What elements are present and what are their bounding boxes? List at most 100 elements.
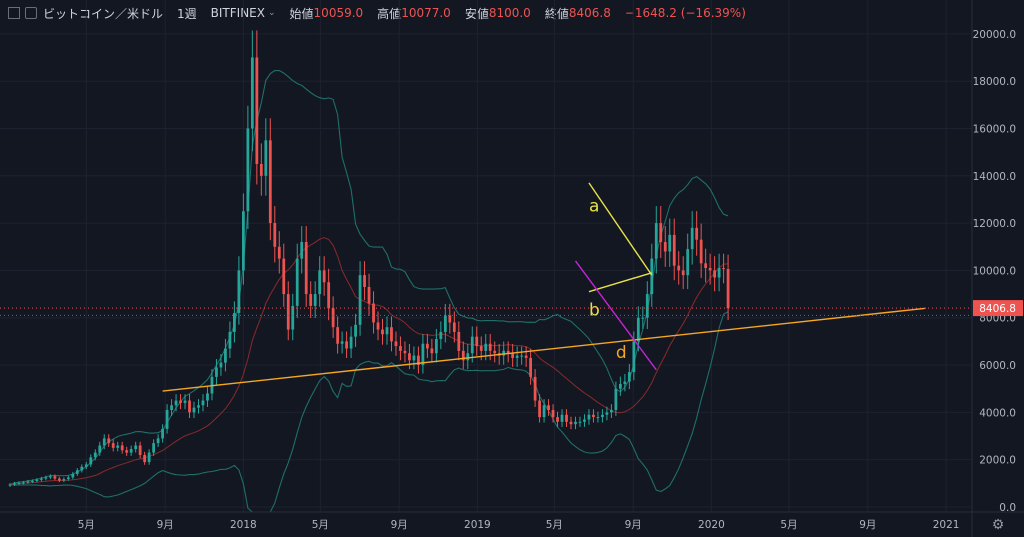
candle-body xyxy=(89,457,93,465)
candle-body xyxy=(403,350,407,354)
candle-body xyxy=(13,483,16,485)
candle-body xyxy=(493,350,497,354)
layout-icon[interactable] xyxy=(25,7,37,19)
hide-icon[interactable] xyxy=(8,7,20,19)
interval[interactable]: 1週 xyxy=(177,6,197,21)
candle-body xyxy=(224,348,227,363)
candle-body xyxy=(358,275,362,325)
candle-body xyxy=(690,227,694,250)
candle-body xyxy=(165,410,169,429)
time-tick-label: 2018 xyxy=(230,519,257,531)
candle-body xyxy=(138,445,142,455)
low-label: 安値 xyxy=(464,6,489,21)
candle-body xyxy=(26,481,30,483)
candle-body xyxy=(627,372,631,382)
candle-body xyxy=(408,353,411,361)
candle-body xyxy=(264,140,268,176)
candle-body xyxy=(300,242,304,259)
change-value: −1648.2 (−16.39%) xyxy=(624,6,746,20)
candle-body xyxy=(345,341,348,349)
candle-body xyxy=(677,265,681,271)
candle-body xyxy=(336,327,340,344)
price-axis[interactable]: 0.02000.04000.06000.08000.010000.012000.… xyxy=(971,0,1023,537)
candle-body xyxy=(206,393,209,401)
candle-body xyxy=(596,417,600,419)
candle-body xyxy=(233,313,236,332)
candle-body xyxy=(309,294,313,306)
candle-body xyxy=(174,400,178,406)
candle-body xyxy=(484,343,488,351)
candle-body xyxy=(259,163,263,176)
candle-body xyxy=(40,478,43,480)
trendline-a xyxy=(588,182,653,276)
candle-body xyxy=(53,476,57,479)
candle-body xyxy=(681,270,685,276)
chart-header: ビットコイン／米ドル 1週 BITFINEX ⌄ 始値 10059.0 高値 100… xyxy=(0,0,960,26)
high-label: 高値 xyxy=(377,6,402,21)
candle-body xyxy=(322,270,326,283)
trendline-purple xyxy=(574,260,657,371)
candle-body xyxy=(551,410,555,418)
candle-body xyxy=(668,234,672,252)
candle-body xyxy=(268,140,272,224)
candle-body xyxy=(672,234,676,266)
time-tick-label: 9月 xyxy=(391,519,408,531)
candle-body xyxy=(417,355,420,366)
candle-body xyxy=(565,414,568,422)
candle-body xyxy=(592,414,595,418)
candle-body xyxy=(116,445,120,448)
candle-body xyxy=(192,407,196,413)
candle-body xyxy=(399,346,402,351)
candle-body xyxy=(425,343,429,349)
candle-body xyxy=(286,294,290,330)
candle-body xyxy=(722,268,725,270)
grid xyxy=(0,0,972,512)
candle-body xyxy=(134,445,138,450)
candle-body xyxy=(291,305,295,330)
candle-body xyxy=(197,405,200,408)
annotation-b: b xyxy=(589,300,600,320)
candle-body xyxy=(686,249,690,276)
candle-body xyxy=(22,482,25,484)
candle-body xyxy=(717,268,721,278)
candle-body xyxy=(219,362,223,368)
candle-body xyxy=(470,336,474,354)
gear-icon[interactable]: ⚙ xyxy=(992,517,1005,533)
candle-body xyxy=(726,269,730,309)
high-value: 10077.0 xyxy=(401,6,451,20)
candle-body xyxy=(44,477,48,479)
exchange[interactable]: BITFINEX xyxy=(210,6,265,20)
symbol-name[interactable]: ビットコイン／米ドル xyxy=(43,6,164,21)
candle-body xyxy=(107,438,111,444)
candle-body xyxy=(538,400,541,418)
candle-body xyxy=(529,357,533,377)
candle-body xyxy=(273,223,277,247)
candle-body xyxy=(188,400,191,413)
candles xyxy=(8,30,730,487)
candle-body xyxy=(80,466,84,471)
open-label: 始値 xyxy=(289,6,314,21)
candle-body xyxy=(250,57,254,129)
candle-body xyxy=(31,480,34,482)
trendline-b xyxy=(588,272,652,293)
candle-body xyxy=(659,223,663,243)
candle-body xyxy=(372,303,375,323)
candle-body xyxy=(434,339,438,354)
time-axis[interactable]: 5月 9月 2018 5月 9月 2019 5月 9月 2020 5月 9月 2021 ⚙ xyxy=(0,511,1024,533)
candle-body xyxy=(569,421,573,425)
candle-body xyxy=(542,405,546,418)
time-tick-label: 9月 xyxy=(157,519,174,531)
candle-body xyxy=(421,343,425,366)
window-icons[interactable] xyxy=(8,7,43,19)
candle-body xyxy=(57,478,61,481)
candle-body xyxy=(376,322,380,330)
price-tick-label: 14000.0 xyxy=(973,171,1016,183)
time-tick-label: 2021 xyxy=(933,519,960,531)
candle-body xyxy=(228,331,232,349)
close-value: 8406.8 xyxy=(568,6,611,20)
candle-body xyxy=(515,355,519,358)
candle-body xyxy=(547,405,550,410)
chevron-down-icon[interactable]: ⌄ xyxy=(267,8,276,18)
candle-body xyxy=(430,348,434,354)
